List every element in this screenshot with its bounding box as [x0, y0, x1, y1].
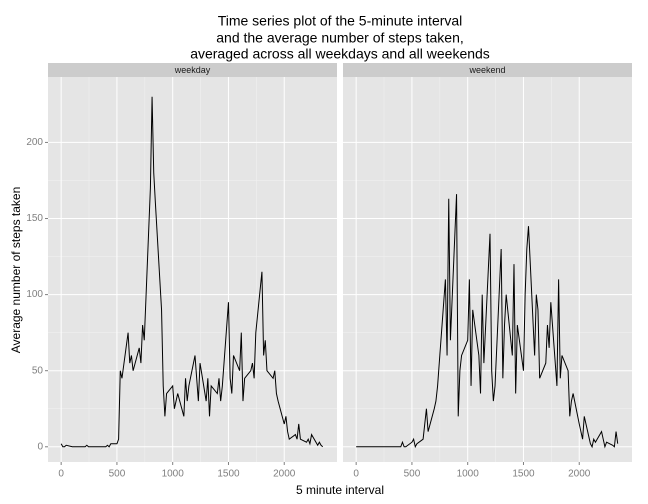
series-line: [60, 96, 324, 448]
x-tick-label: 2000: [568, 469, 591, 480]
x-tick-label: 2000: [273, 469, 296, 480]
x-tick-label: 1000: [162, 469, 185, 480]
y-tick-label: 50: [32, 365, 44, 376]
x-tick-label: 0: [58, 469, 64, 480]
y-tick-label: 100: [26, 289, 43, 300]
y-tick-label: 150: [26, 213, 43, 224]
x-tick-label: 1500: [512, 469, 535, 480]
x-tick-label: 500: [109, 469, 126, 480]
facet-label: weekend: [468, 65, 505, 75]
facet-strip: [48, 63, 337, 77]
x-tick-label: 1500: [217, 469, 240, 480]
facet-label: weekday: [174, 65, 211, 75]
chart-title: averaged across all weekdays and all wee…: [190, 46, 490, 62]
y-tick-label: 0: [37, 441, 43, 452]
x-axis-title: 5 minute interval: [296, 483, 384, 497]
facet-strip: [343, 63, 632, 77]
x-tick-label: 500: [404, 469, 421, 480]
y-tick-label: 200: [26, 137, 43, 148]
x-tick-label: 0: [353, 469, 359, 480]
x-tick-label: 1000: [457, 469, 480, 480]
chart-title: and the average number of steps taken,: [216, 30, 464, 46]
y-axis-title: Average number of steps taken: [9, 187, 23, 354]
chart-title: Time series plot of the 5-minute interva…: [218, 13, 463, 29]
series-line: [356, 194, 619, 449]
panel-background: [48, 77, 337, 462]
panel-background: [343, 77, 632, 462]
